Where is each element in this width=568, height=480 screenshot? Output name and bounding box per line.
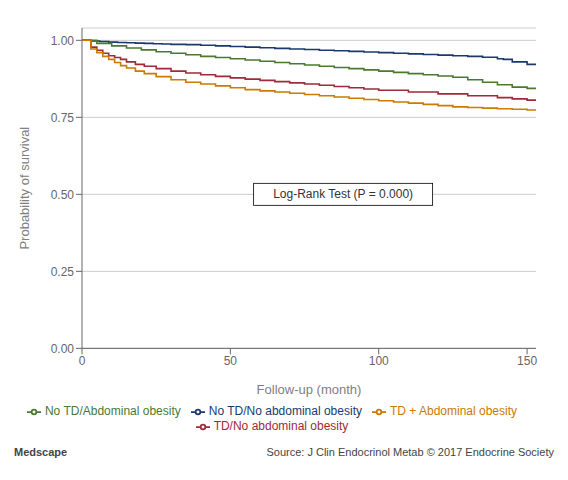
html-text:No TD/Abdominal obesity: No TD/Abdominal obesity [44, 404, 181, 419]
svg-text:0.75: 0.75 [51, 111, 75, 125]
html-text:Source: J Clin Endocrinol Meta: Source: J Clin Endocrinol Metab © 2017 E… [266, 446, 554, 458]
html-text:Medscape: Medscape [14, 446, 68, 458]
svg-text:0.25: 0.25 [51, 265, 75, 279]
html-text:No TD/No abdominal obesity: No TD/No abdominal obesity [208, 404, 362, 419]
html-text:TD + Abdominal obesity: TD + Abdominal obesity [390, 404, 517, 419]
svg-text:0.00: 0.00 [51, 342, 75, 356]
svg-text:1.00: 1.00 [51, 34, 75, 48]
svg-text:Probability of survival: Probability of survival [17, 127, 32, 250]
svg-text:Log-Rank Test (P = 0.000): Log-Rank Test (P = 0.000) [273, 187, 413, 201]
html-text:TD/No abdominal obesity: TD/No abdominal obesity [213, 419, 349, 434]
svg-text:0: 0 [79, 354, 86, 368]
svg-text:Follow-up (month): Follow-up (month) [257, 382, 362, 397]
svg-text:50: 50 [224, 354, 238, 368]
svg-text:100: 100 [369, 354, 389, 368]
svg-text:150: 150 [517, 354, 537, 368]
svg-text:0.50: 0.50 [51, 188, 75, 202]
